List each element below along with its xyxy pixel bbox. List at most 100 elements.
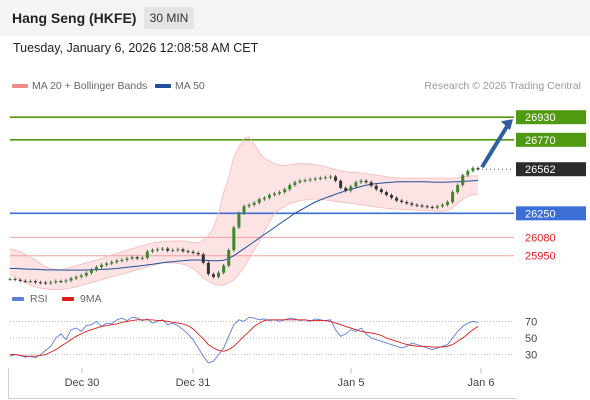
candle-body bbox=[283, 189, 287, 193]
x-tick-label: Dec 31 bbox=[176, 377, 211, 389]
level-tag-26250 bbox=[516, 206, 586, 221]
candle-body bbox=[84, 272, 88, 276]
bollinger-legend-label: MA 20 + Bollinger Bands bbox=[32, 80, 148, 92]
candle-body bbox=[323, 177, 327, 179]
candle-body bbox=[400, 200, 404, 203]
ma50-legend-label: MA 50 bbox=[175, 80, 205, 92]
candle-body bbox=[8, 279, 12, 281]
candle-body bbox=[191, 251, 195, 253]
candle-body bbox=[105, 263, 109, 265]
candle-body bbox=[227, 250, 231, 266]
level-label-26930: 26930 bbox=[525, 112, 556, 124]
candle-body bbox=[374, 185, 378, 190]
candle-body bbox=[456, 185, 460, 193]
candle-body bbox=[257, 199, 261, 203]
candle-body bbox=[54, 281, 58, 283]
candle-body bbox=[125, 258, 129, 260]
level-tag-26770 bbox=[516, 132, 586, 147]
candle-body bbox=[222, 265, 226, 273]
candle-body bbox=[196, 252, 200, 255]
rsi-line bbox=[9, 316, 479, 364]
current-price-label: 26562 bbox=[525, 164, 556, 176]
candle-body bbox=[94, 267, 98, 270]
candle-body bbox=[298, 180, 302, 183]
candle-body bbox=[64, 280, 68, 282]
legend-rsi: RSI bbox=[12, 293, 48, 305]
level-label-26080: 26080 bbox=[525, 232, 556, 244]
candle-body bbox=[288, 185, 292, 190]
candle-body bbox=[471, 168, 475, 171]
candle-body bbox=[247, 204, 251, 207]
candle-body bbox=[44, 282, 48, 284]
legend-bollinger: MA 20 + Bollinger Bands bbox=[12, 80, 147, 92]
x-tick-label: Jan 6 bbox=[468, 377, 495, 389]
ma9-swatch bbox=[62, 297, 74, 302]
candle-body bbox=[18, 279, 22, 281]
level-label-26250: 26250 bbox=[525, 208, 556, 220]
candle-body bbox=[334, 176, 338, 181]
candle-body bbox=[313, 178, 317, 180]
candle-body bbox=[79, 275, 83, 277]
candle-body bbox=[49, 282, 53, 284]
candle-body bbox=[217, 272, 221, 277]
chart-timestamp: Tuesday, January 6, 2026 12:08:58 AM CET bbox=[13, 41, 259, 55]
bollinger-upper-line bbox=[9, 136, 478, 271]
candle-body bbox=[395, 197, 399, 201]
timeframe-button[interactable]: 30 MIN bbox=[144, 7, 194, 29]
rsi-swatch bbox=[12, 297, 24, 302]
candle-body bbox=[59, 281, 63, 283]
candle-body bbox=[23, 280, 27, 282]
candle-body bbox=[435, 206, 439, 208]
rsi-legend-label: RSI bbox=[30, 293, 48, 305]
x-tick-label: Jan 5 bbox=[338, 377, 365, 389]
x-tick-label: Dec 30 bbox=[65, 377, 100, 389]
candle-body bbox=[273, 193, 277, 195]
candle-body bbox=[33, 281, 37, 283]
rsi-9ma-line bbox=[10, 319, 479, 357]
candle-body bbox=[166, 248, 170, 251]
rsi-level-label-50: 50 bbox=[525, 333, 537, 345]
candle-body bbox=[89, 269, 93, 273]
candle-body bbox=[410, 203, 414, 205]
candle-body bbox=[186, 251, 190, 253]
candle-body bbox=[354, 182, 358, 187]
ma50-line bbox=[10, 180, 479, 271]
bollinger-lower-line bbox=[9, 194, 478, 291]
candle-body bbox=[74, 276, 78, 279]
candle-body bbox=[176, 249, 180, 251]
candle-body bbox=[110, 262, 114, 264]
candle-body bbox=[415, 204, 419, 206]
candle-body bbox=[140, 257, 144, 259]
candle-body bbox=[171, 250, 175, 252]
forecast-arrow-shaft bbox=[480, 122, 511, 169]
candle-body bbox=[318, 177, 322, 179]
candle-body bbox=[451, 192, 455, 203]
forecast-arrow-head bbox=[501, 119, 513, 131]
candle-body bbox=[206, 262, 210, 275]
instrument-title: Hang Seng (HKFE) bbox=[12, 10, 137, 26]
candle-body bbox=[379, 189, 383, 193]
candle-body bbox=[359, 180, 363, 183]
x-axis-frame bbox=[8, 368, 517, 399]
candle-body bbox=[476, 168, 480, 170]
candle-body bbox=[145, 251, 149, 258]
candle-body bbox=[242, 206, 246, 214]
candle-body bbox=[237, 213, 241, 228]
candle-body bbox=[384, 192, 388, 195]
rsi-level-label-30: 30 bbox=[525, 350, 537, 362]
candle-body bbox=[211, 274, 215, 277]
candle-body bbox=[328, 176, 332, 178]
candle-body bbox=[364, 180, 368, 183]
candle-body bbox=[69, 278, 73, 281]
candle-body bbox=[252, 202, 256, 205]
candle-body bbox=[425, 206, 429, 208]
candle-body bbox=[369, 182, 373, 186]
candle-body bbox=[440, 204, 444, 207]
chart-header: Hang Seng (HKFE) 30 MIN bbox=[0, 0, 590, 36]
candle-body bbox=[308, 179, 312, 181]
candle-body bbox=[390, 194, 394, 198]
candle-body bbox=[293, 182, 297, 186]
legend-ma50: MA 50 bbox=[155, 80, 205, 92]
candle-body bbox=[461, 175, 465, 186]
